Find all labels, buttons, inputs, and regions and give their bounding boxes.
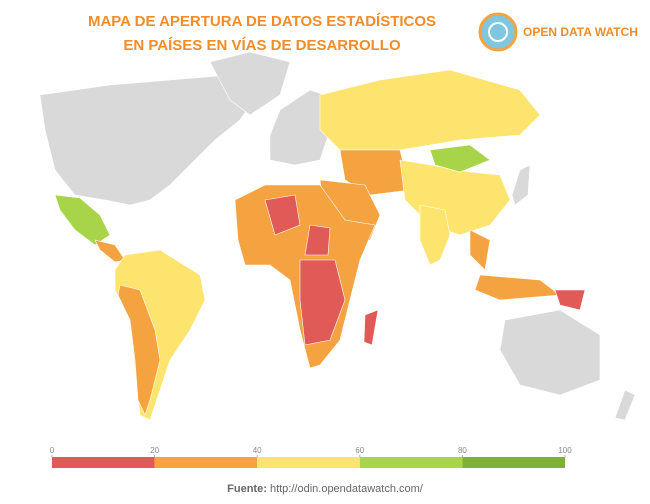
central-africa [299,259,346,346]
mexico [54,194,111,246]
india [419,204,451,266]
source-label: Fuente: [227,483,267,495]
logo: OPEN DATA WATCH [478,12,638,52]
southeast-asia [469,229,491,271]
legend-tick-label: 100 [558,446,572,455]
russia [319,69,541,151]
legend-segment [462,457,565,468]
chad-sudan [304,224,331,256]
legend-tick-label: 60 [355,446,364,455]
legend-tick-label: 80 [458,446,467,455]
legend-tick-label: 20 [150,446,159,455]
logo-icon [478,12,518,52]
north-america [39,74,261,206]
south-america [114,249,206,421]
logo-text: OPEN DATA WATCH [523,25,638,39]
legend: 0 20 40 60 80 100 [50,446,572,468]
japan [511,164,531,206]
australia [499,309,601,396]
title-line: EN PAÍSES EN VÍAS DE DESARROLLO [123,37,401,54]
legend-segment [359,457,463,468]
mongolia [429,144,491,173]
source-url: http://odin.opendatawatch.com/ [270,483,424,495]
world-map [39,51,636,421]
new-zealand [614,389,636,421]
title-line: MAPA DE APERTURA DE DATOS ESTADÍSTICOS [88,13,436,30]
south-america-west [117,284,161,416]
logo-icon-ring [488,22,508,42]
legend-segment [257,457,360,468]
central-america [94,239,126,263]
madagascar [363,309,379,346]
china [399,159,511,236]
papua-new-guinea [554,289,586,311]
source: Fuente: http://odin.opendatawatch.com/ [227,483,424,495]
central-asia [339,149,411,196]
legend-tick-label: 0 [50,446,55,455]
legend-tick-label: 40 [253,446,262,455]
greenland [209,51,291,116]
legend-segment [154,457,258,468]
algeria [264,194,301,236]
indonesia [474,274,561,301]
legend-segment [52,457,155,468]
